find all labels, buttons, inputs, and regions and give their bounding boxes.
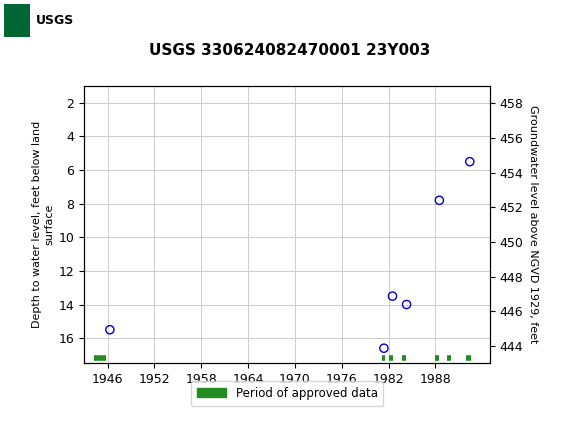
Legend: Period of approved data: Period of approved data (191, 381, 383, 406)
Point (379, 345, 389, 352)
FancyBboxPatch shape (3, 3, 61, 37)
Y-axis label: Groundwater level above NGVD 1929, feet: Groundwater level above NGVD 1929, feet (528, 105, 538, 344)
Point (105, 326, 114, 333)
Point (435, 197, 444, 204)
Y-axis label: Depth to water level, feet below land
surface: Depth to water level, feet below land su… (32, 121, 55, 328)
Point (465, 158, 474, 165)
Point (402, 301, 411, 308)
Text: USGS: USGS (36, 14, 74, 27)
Text: USGS 330624082470001 23Y003: USGS 330624082470001 23Y003 (149, 43, 431, 58)
FancyBboxPatch shape (4, 4, 30, 37)
Point (388, 293, 397, 300)
